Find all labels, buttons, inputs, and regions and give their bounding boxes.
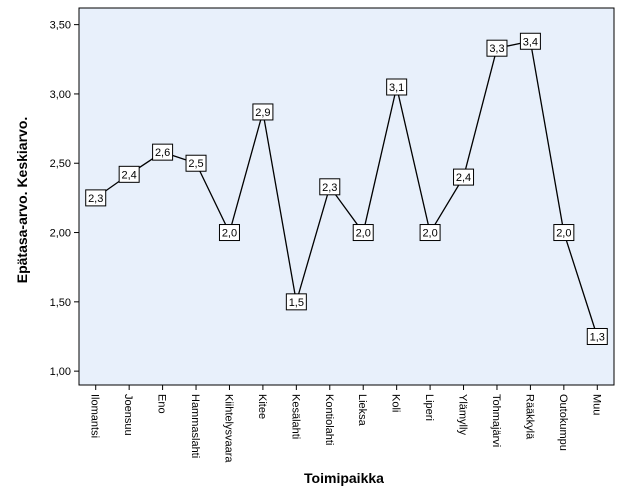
data-label-box <box>453 168 475 186</box>
x-tick-label: Hammaslahti <box>189 394 201 458</box>
x-tick-label: Tohmajärvi <box>490 394 502 447</box>
data-label-box <box>586 327 608 345</box>
x-tick-label: Lieksa <box>356 394 368 427</box>
y-tick-label: 1,00 <box>50 366 71 378</box>
data-point: 2,9 <box>252 103 274 121</box>
y-tick-label: 2,50 <box>50 158 71 170</box>
data-label-box <box>352 224 374 242</box>
x-tick-label: Ylämylly <box>457 394 469 435</box>
data-point: 2,0 <box>352 224 374 242</box>
y-tick-label: 1,50 <box>50 297 71 309</box>
series-line-group: 2,3 2,4 2,6 2,5 2,0 2,9 1,5 2,3 2,0 3,1 2,0 2,4 3,3 3… <box>85 32 608 345</box>
data-point: 3,4 <box>519 32 541 50</box>
x-tick-label: Rääkkylä <box>523 394 535 440</box>
data-point: 2,3 <box>319 178 341 196</box>
plot-area <box>78 7 615 386</box>
data-point: 1,3 <box>586 327 608 345</box>
data-label: 2,4 <box>456 172 471 184</box>
data-point: 2,5 <box>185 154 207 172</box>
data-label: 2,0 <box>222 228 237 240</box>
y-tick-label: 3,00 <box>50 89 71 101</box>
y-tick-label: 2,00 <box>50 228 71 240</box>
x-tick-label: Koli <box>390 394 402 412</box>
data-label: 2,3 <box>322 182 337 194</box>
y-axis: 1,00 1,50 2,00 2,50 3,00 3,50 <box>50 20 79 378</box>
data-label: 2,0 <box>556 228 571 240</box>
data-point: 2,4 <box>453 168 475 186</box>
data-label-box <box>319 178 341 196</box>
data-label: 2,6 <box>155 147 170 159</box>
x-axis-title: Toimipaikka <box>304 470 384 486</box>
data-label: 3,1 <box>389 82 404 94</box>
x-tick-label: Kitee <box>256 394 268 419</box>
x-axis: Ilomantsi Joensuu Eno Hammaslahti Kiihtelysv… <box>89 385 602 463</box>
data-label: 2,5 <box>188 158 203 170</box>
x-tick-label: Ilomantsi <box>89 394 101 438</box>
data-label: 1,3 <box>590 331 605 343</box>
x-tick-label: Joensuu <box>122 394 134 436</box>
x-tick-label: Kesälahti <box>289 394 301 439</box>
data-label: 3,3 <box>489 43 504 55</box>
x-tick-label: Muu <box>590 394 602 415</box>
data-point: 1,5 <box>285 293 307 311</box>
data-label: 3,4 <box>523 36 538 48</box>
data-label-box <box>85 189 107 207</box>
data-label-box <box>252 103 274 121</box>
data-point: 2,0 <box>553 224 575 242</box>
x-tick-label: Kontiolahti <box>323 394 335 445</box>
data-point: 3,3 <box>486 39 508 57</box>
data-label: 2,3 <box>88 193 103 205</box>
data-point: 2,6 <box>152 143 174 161</box>
data-label-box <box>419 224 441 242</box>
x-tick-label: Liperi <box>423 394 435 421</box>
data-label: 2,0 <box>356 228 371 240</box>
y-tick-label: 3,50 <box>50 20 71 32</box>
data-point: 2,0 <box>419 224 441 242</box>
x-tick-label: Kiihtelysvaara <box>222 394 234 463</box>
data-point: 3,1 <box>386 78 408 96</box>
x-tick-label: Outokumpu <box>557 394 569 451</box>
data-label: 2,4 <box>122 169 137 181</box>
data-label: 2,9 <box>255 107 270 119</box>
x-tick-label: Eno <box>156 394 168 414</box>
data-label: 2,0 <box>422 228 437 240</box>
data-label-box <box>386 78 408 96</box>
data-label: 1,5 <box>289 297 304 309</box>
data-label-box <box>553 224 575 242</box>
data-label-box <box>185 154 207 172</box>
data-label-box <box>152 143 174 161</box>
series-line <box>95 40 598 337</box>
data-label-box <box>118 165 140 183</box>
y-axis-title: Epätasa-arvo. Keskiarvo. <box>14 117 30 284</box>
data-point: 2,3 <box>85 189 107 207</box>
data-label-box <box>218 224 240 242</box>
data-label-box <box>285 293 307 311</box>
data-point: 2,4 <box>118 165 140 183</box>
data-point: 2,0 <box>218 224 240 242</box>
data-label-box <box>486 39 508 57</box>
data-label-box <box>519 32 541 50</box>
